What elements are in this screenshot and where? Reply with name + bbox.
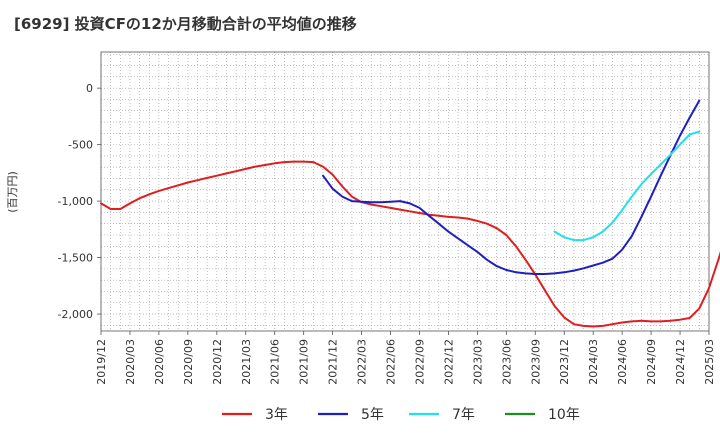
y-tick-label: -1,500 bbox=[58, 252, 93, 265]
plot-border bbox=[100, 51, 710, 332]
legend-label-5年: 5年 bbox=[361, 407, 384, 423]
legend-label-7年: 7年 bbox=[452, 407, 475, 423]
series-layer bbox=[100, 99, 720, 328]
y-tick-label: -500 bbox=[68, 139, 93, 152]
x-tick-label: 2019/12 bbox=[95, 339, 108, 385]
x-tick-label: 2024/03 bbox=[587, 339, 600, 385]
series-line-5年 bbox=[322, 99, 701, 275]
x-tick-label: 2022/03 bbox=[356, 339, 369, 385]
x-tick-label: 2023/06 bbox=[500, 339, 513, 385]
x-tick-label: 2020/03 bbox=[124, 339, 137, 385]
series-line-3年 bbox=[100, 160, 720, 328]
x-tick-label: 2025/03 bbox=[703, 339, 716, 385]
y-tick-label: -1,000 bbox=[58, 195, 93, 208]
legend-layer: 3年 5年 7年 10年 bbox=[222, 407, 580, 423]
x-tick-label: 2020/06 bbox=[153, 339, 166, 385]
x-tick-label: 2020/09 bbox=[182, 339, 195, 385]
x-tick-label: 2023/12 bbox=[558, 339, 571, 385]
x-tick-label: 2022/12 bbox=[442, 339, 455, 385]
axis-layer: 0 -500 -1,000 -1,500 -2,000 2019/12 2020/03 202… bbox=[6, 51, 716, 385]
x-tick-label: 2021/09 bbox=[298, 339, 311, 385]
legend-label-3年: 3年 bbox=[265, 407, 288, 423]
x-tick-label: 2024/09 bbox=[645, 339, 658, 385]
plot-area bbox=[101, 52, 709, 331]
y-axis-label: (百万円) bbox=[6, 171, 19, 213]
x-tick-label: 2021/03 bbox=[240, 339, 253, 385]
x-tick-label: 2021/06 bbox=[269, 339, 282, 385]
x-tick-label: 2023/09 bbox=[529, 339, 542, 385]
chart-title: [6929] 投資CFの12か月移動合計の平均値の推移 bbox=[14, 15, 357, 33]
x-tick-label: 2020/12 bbox=[211, 339, 224, 385]
legend-label-10年: 10年 bbox=[548, 407, 580, 423]
x-tick-label: 2022/06 bbox=[385, 339, 398, 385]
y-tick-label: -2,000 bbox=[58, 308, 93, 321]
x-tick-label: 2024/12 bbox=[674, 339, 687, 385]
grid-layer bbox=[100, 52, 710, 331]
x-tick-label: 2023/03 bbox=[471, 339, 484, 385]
y-tick-label: 0 bbox=[86, 82, 93, 95]
series-line-7年 bbox=[553, 130, 701, 242]
x-tick-label: 2024/06 bbox=[616, 339, 629, 385]
x-tick-label: 2022/09 bbox=[413, 339, 426, 385]
x-tick-label: 2021/12 bbox=[327, 339, 340, 385]
